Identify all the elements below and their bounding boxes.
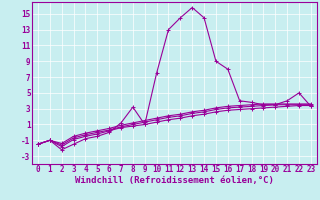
X-axis label: Windchill (Refroidissement éolien,°C): Windchill (Refroidissement éolien,°C) <box>75 176 274 185</box>
